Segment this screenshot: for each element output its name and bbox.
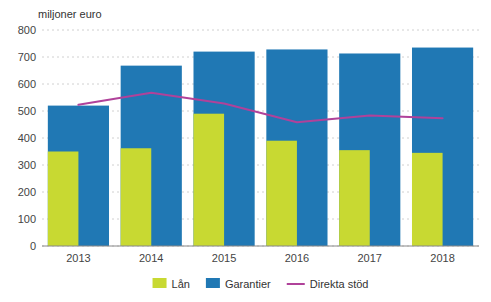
x-tick-label: 2013 xyxy=(66,252,90,264)
y-tick-label: 600 xyxy=(18,78,36,90)
legend-swatch xyxy=(206,278,220,288)
bar xyxy=(48,106,109,246)
y-tick-label: 300 xyxy=(18,159,36,171)
bar xyxy=(339,53,400,246)
y-tick-label: 0 xyxy=(30,240,36,252)
legend-label: Garantier xyxy=(225,278,271,290)
bar xyxy=(266,141,297,246)
y-tick-label: 500 xyxy=(18,105,36,117)
y-tick-label: 700 xyxy=(18,51,36,63)
grid-line xyxy=(42,246,479,247)
chart: miljoner euro 0 100 200 300 400 500 600 700 800 20… xyxy=(0,0,491,302)
line xyxy=(78,93,442,123)
bar xyxy=(266,49,327,246)
legend-swatch xyxy=(287,283,305,285)
bar xyxy=(412,48,473,246)
y-tick-label: 400 xyxy=(18,132,36,144)
x-tick-label: 2015 xyxy=(212,252,236,264)
x-tick-label: 2014 xyxy=(139,252,163,264)
grid-line xyxy=(42,30,479,31)
legend-item: Lån xyxy=(153,278,190,290)
x-tick-label: 2018 xyxy=(430,252,454,264)
legend: Lån Garantier Direkta stöd xyxy=(153,278,369,290)
legend-item: Direkta stöd xyxy=(287,278,369,290)
y-tick-label: 200 xyxy=(18,186,36,198)
bar xyxy=(193,114,224,246)
bar xyxy=(121,148,152,246)
legend-swatch xyxy=(153,278,167,288)
y-tick-label: 800 xyxy=(18,24,36,36)
x-tick-label: 2017 xyxy=(358,252,382,264)
bar xyxy=(339,150,370,246)
x-tick-label: 2016 xyxy=(285,252,309,264)
bar xyxy=(412,153,443,246)
y-axis-label: miljoner euro xyxy=(38,8,102,20)
plot-area xyxy=(48,48,473,246)
y-tick-label: 100 xyxy=(18,213,36,225)
bar xyxy=(48,152,79,247)
legend-label: Direkta stöd xyxy=(310,278,369,290)
x-axis-line xyxy=(42,246,479,247)
legend-item: Garantier xyxy=(206,278,271,290)
legend-label: Lån xyxy=(172,278,190,290)
bar xyxy=(193,52,254,246)
